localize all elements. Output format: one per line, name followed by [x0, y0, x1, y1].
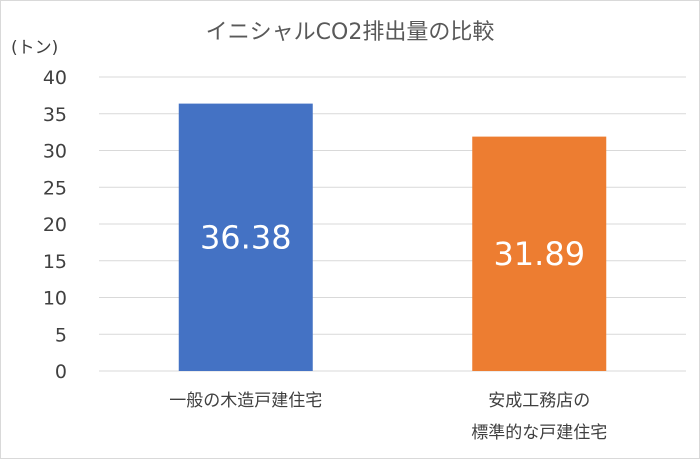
bar [472, 136, 607, 371]
data-labels: 36.38 31.89 [200, 218, 585, 273]
bar [178, 103, 313, 372]
y-tick-label: 40 [43, 67, 67, 89]
y-axis-unit-label: (トン) [11, 38, 58, 58]
x-category-label: 標準的な戸建住宅 [471, 423, 607, 443]
y-tick-label: 0 [55, 361, 67, 383]
y-axis-ticks: 0 5 10 15 20 25 30 35 40 [43, 67, 67, 383]
y-tick-label: 30 [43, 141, 67, 163]
bars [178, 103, 607, 372]
y-tick-label: 25 [43, 177, 67, 199]
x-category-label: 一般の木造戸建住宅 [169, 391, 322, 411]
y-tick-label: 35 [43, 104, 67, 126]
data-label: 31.89 [493, 235, 585, 273]
y-tick-label: 5 [55, 324, 67, 346]
y-tick-label: 20 [43, 214, 67, 236]
y-tick-label: 15 [43, 251, 67, 273]
y-tick-label: 10 [43, 288, 67, 310]
chart-title: イニシャルCO2排出量の比較 [206, 20, 495, 45]
x-category-label: 安成工務店の [488, 391, 590, 411]
data-label: 36.38 [200, 218, 292, 256]
